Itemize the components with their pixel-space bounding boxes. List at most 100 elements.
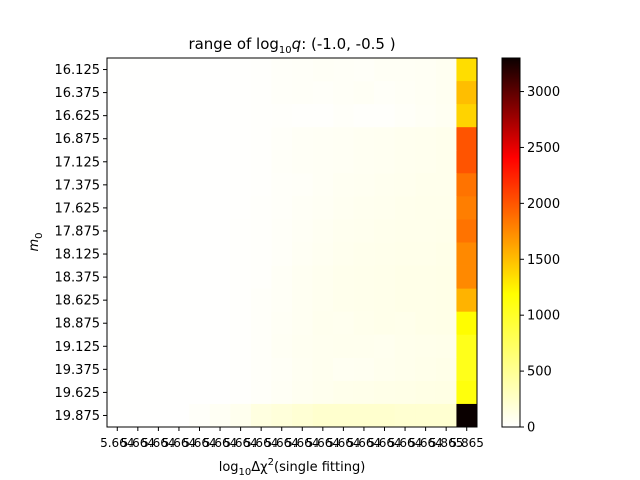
heatmap-cell bbox=[456, 334, 478, 359]
colorbar-tick-label: 500 bbox=[527, 365, 552, 380]
heatmap-cell bbox=[107, 196, 128, 220]
y-tick-label: 19.125 bbox=[55, 340, 101, 355]
heatmap-cell bbox=[374, 104, 396, 128]
heatmap-cell bbox=[189, 334, 211, 359]
heatmap-cell bbox=[250, 242, 272, 266]
y-tick-label: 18.875 bbox=[55, 317, 101, 332]
heatmap-cell bbox=[271, 288, 293, 313]
heatmap-cell bbox=[148, 288, 170, 313]
heatmap-cell bbox=[127, 127, 149, 151]
heatmap-cell bbox=[168, 242, 190, 266]
heatmap-cell bbox=[333, 104, 355, 128]
heatmap-cell bbox=[435, 81, 457, 105]
heatmap-cell bbox=[456, 403, 478, 428]
heatmap-cell bbox=[333, 242, 355, 266]
heatmap-cell bbox=[271, 380, 293, 405]
heatmap-cell bbox=[250, 127, 272, 151]
heatmap-cell bbox=[230, 242, 252, 266]
heatmap-cell bbox=[456, 311, 478, 336]
heatmap-cell bbox=[435, 403, 457, 428]
x-tick-label: 5.865 bbox=[429, 436, 463, 450]
heatmap-cell bbox=[435, 311, 457, 336]
heatmap-cell bbox=[292, 81, 313, 105]
x-tick-label: 5.664 bbox=[182, 436, 216, 450]
heatmap-cell bbox=[271, 173, 293, 197]
heatmap-cell bbox=[189, 58, 211, 82]
y-tick-label: 18.125 bbox=[55, 248, 101, 263]
heatmap-cell bbox=[189, 357, 211, 382]
heatmap-cell bbox=[353, 242, 375, 266]
heatmap-cell bbox=[250, 150, 272, 174]
heatmap-cell bbox=[148, 173, 170, 197]
heatmap-cell bbox=[148, 242, 170, 266]
heatmap-cell bbox=[250, 334, 272, 359]
heatmap-cell bbox=[353, 265, 375, 290]
heatmap-cell bbox=[168, 403, 190, 428]
heatmap-cell bbox=[456, 81, 478, 105]
heatmap-cell bbox=[292, 173, 313, 197]
heatmap-cell bbox=[209, 196, 231, 220]
heatmap-cell bbox=[312, 219, 334, 243]
x-tick-label: 5.664 bbox=[121, 436, 155, 450]
heatmap-cell bbox=[189, 173, 211, 197]
heatmap-cell bbox=[353, 403, 375, 428]
heatmap-cell bbox=[292, 288, 313, 313]
heatmap-cell bbox=[209, 150, 231, 174]
heatmap-cell bbox=[189, 380, 211, 405]
y-tick-label: 16.625 bbox=[55, 109, 101, 124]
x-tick-label: 5.664 bbox=[285, 436, 319, 450]
heatmap-cell bbox=[394, 357, 416, 382]
heatmap-cell bbox=[456, 288, 478, 313]
heatmap-cell bbox=[271, 127, 293, 151]
heatmap-cell bbox=[168, 311, 190, 336]
heatmap-cell bbox=[394, 104, 416, 128]
x-tick-label: 5.664 bbox=[265, 436, 299, 450]
y-tick-label: 17.625 bbox=[55, 201, 101, 216]
heatmap-cell bbox=[435, 127, 457, 151]
heatmap-cell bbox=[209, 311, 231, 336]
heatmap-cell bbox=[456, 104, 478, 128]
heatmap-cell bbox=[394, 150, 416, 174]
heatmap-cell bbox=[230, 219, 252, 243]
x-tick-label: 5.664 bbox=[141, 436, 175, 450]
heatmap-cell bbox=[292, 104, 313, 128]
heatmap-cell bbox=[394, 58, 416, 82]
heatmap-frame bbox=[106, 57, 478, 428]
heatmap-cell bbox=[353, 173, 375, 197]
heatmap-cell bbox=[312, 150, 334, 174]
heatmap-cell bbox=[271, 403, 293, 428]
heatmap-cell bbox=[271, 58, 293, 82]
heatmap-cell bbox=[435, 357, 457, 382]
heatmap-cell bbox=[230, 196, 252, 220]
x-tick-label: 5.664 bbox=[388, 436, 422, 450]
heatmap-cell bbox=[374, 265, 396, 290]
heatmap-cell bbox=[230, 380, 252, 405]
heatmap-cell bbox=[333, 81, 355, 105]
heatmap-cell bbox=[292, 219, 313, 243]
heatmap-cell bbox=[189, 81, 211, 105]
heatmap-cell bbox=[333, 311, 355, 336]
heatmap-cell bbox=[107, 127, 128, 151]
heatmap-cell bbox=[168, 127, 190, 151]
x-tick-label: 5.664 bbox=[203, 436, 237, 450]
colorbar-tick-label: 2500 bbox=[527, 141, 560, 156]
heatmap-cell bbox=[230, 58, 252, 82]
heatmap-cell bbox=[456, 58, 478, 82]
heatmap-cell bbox=[107, 403, 128, 428]
heatmap-cell bbox=[209, 357, 231, 382]
heatmap-cell bbox=[435, 334, 457, 359]
heatmap-cell bbox=[271, 357, 293, 382]
heatmap-cell bbox=[127, 380, 149, 405]
heatmap-cell bbox=[374, 357, 396, 382]
heatmap-cell bbox=[127, 288, 149, 313]
heatmap-cell bbox=[333, 288, 355, 313]
heatmap-cell bbox=[250, 265, 272, 290]
heatmap-cell bbox=[374, 196, 396, 220]
heatmap-cell bbox=[353, 334, 375, 359]
heatmap-cell bbox=[189, 265, 211, 290]
heatmap-cell bbox=[148, 219, 170, 243]
heatmap-cell bbox=[456, 150, 478, 174]
heatmap-cell bbox=[107, 173, 128, 197]
heatmap-cell bbox=[312, 196, 334, 220]
heatmap-cell bbox=[312, 58, 334, 82]
